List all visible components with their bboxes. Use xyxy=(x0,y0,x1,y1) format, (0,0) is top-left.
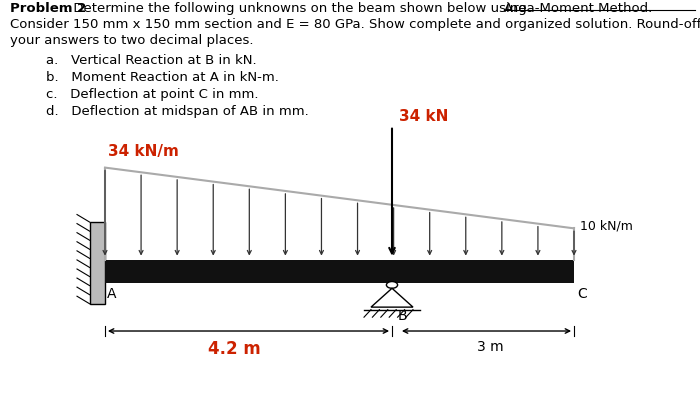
Text: a.   Vertical Reaction at B in kN.: a. Vertical Reaction at B in kN. xyxy=(46,54,256,67)
Bar xyxy=(90,222,105,304)
Text: 10 kN/m: 10 kN/m xyxy=(580,220,633,233)
Text: . Determine the following unknowns on the beam shown below using: . Determine the following unknowns on th… xyxy=(65,2,531,15)
Text: Consider 150 mm x 150 mm section and E = 80 GPa. Show complete and organized sol: Consider 150 mm x 150 mm section and E =… xyxy=(10,18,700,31)
Text: Area-Moment Method.: Area-Moment Method. xyxy=(504,2,652,15)
Text: 4.2 m: 4.2 m xyxy=(208,340,261,358)
Bar xyxy=(105,260,574,283)
Text: Problem 2: Problem 2 xyxy=(10,2,87,15)
Text: B: B xyxy=(398,309,407,323)
Circle shape xyxy=(386,282,398,288)
Text: 34 kN/m: 34 kN/m xyxy=(108,144,179,159)
Text: b.   Moment Reaction at A in kN-m.: b. Moment Reaction at A in kN-m. xyxy=(46,71,279,84)
Text: your answers to two decimal places.: your answers to two decimal places. xyxy=(10,34,254,47)
Text: 3 m: 3 m xyxy=(477,340,503,354)
Text: A: A xyxy=(107,287,117,301)
Text: 34 kN: 34 kN xyxy=(399,109,449,124)
Text: C: C xyxy=(578,287,587,301)
Polygon shape xyxy=(371,288,413,307)
Text: d.   Deflection at midspan of AB in mm.: d. Deflection at midspan of AB in mm. xyxy=(46,105,308,118)
Text: c.   Deflection at point C in mm.: c. Deflection at point C in mm. xyxy=(46,88,258,101)
